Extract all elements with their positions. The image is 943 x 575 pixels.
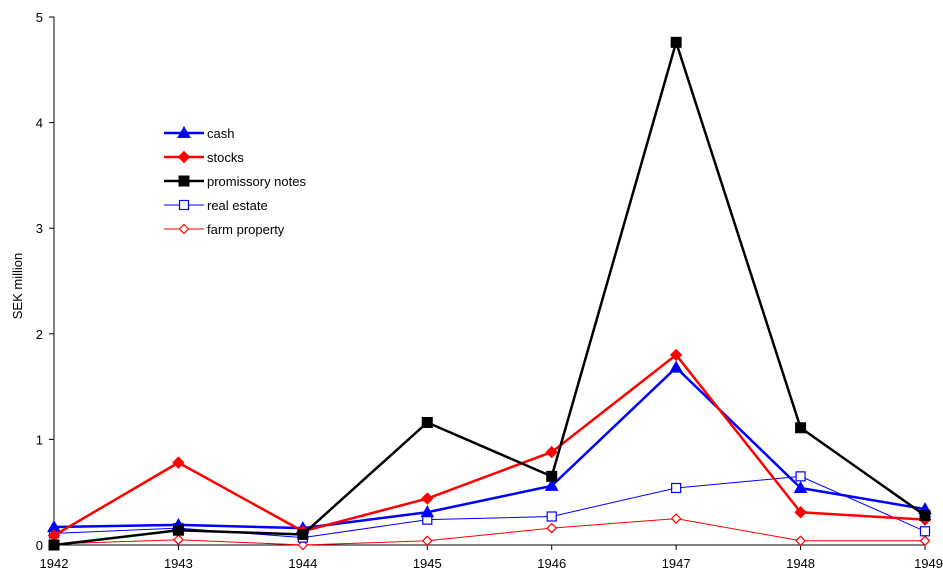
legend-item: real estate [164,198,268,213]
square-marker [546,511,557,522]
triangle-marker [544,478,559,491]
series-line [53,353,926,537]
series-cash [47,360,932,534]
x-tick-label: 1942 [40,556,69,571]
square-marker [178,199,190,211]
series-layer [47,36,932,551]
series-line [53,41,926,547]
diamond-marker [421,535,433,547]
legend-item: stocks [164,150,244,165]
x-tick-label: 1945 [413,556,442,571]
legend-label: promissory notes [207,174,306,189]
y-axis-title: SEK million [10,253,25,319]
triangle-marker [177,125,191,138]
x-tick-label: 1947 [662,556,691,571]
legend-item: farm property [164,222,285,237]
square-marker [795,422,807,434]
diamond-marker [177,150,191,164]
diamond-marker [919,535,931,547]
y-tick-label: 2 [36,327,43,342]
square-marker [178,175,190,187]
series-promissory-notes [48,36,931,551]
diamond-marker [297,539,309,551]
y-tick-label: 4 [36,116,43,131]
legend-label: real estate [207,198,268,213]
triangle-marker [669,360,684,373]
square-marker [670,36,682,48]
series-stocks [47,348,932,542]
x-tick-label: 1944 [288,556,317,571]
diamond-marker [795,535,806,547]
square-marker [671,482,682,494]
square-marker [795,471,806,482]
square-marker [172,524,184,536]
x-tick-label: 1943 [164,556,193,571]
legend-label: farm property [207,222,285,237]
triangle-marker [420,505,435,518]
x-tick-label: 1948 [786,556,815,571]
diamond-marker [670,513,682,524]
square-marker [546,470,558,482]
diamond-marker [172,456,185,469]
square-marker [297,528,309,540]
series-line [53,366,926,530]
triangle-marker [793,480,808,493]
diamond-marker [669,348,683,362]
diamond-marker [421,492,434,505]
legend: cash stocks promissory notes real estate far… [164,125,306,237]
square-marker [48,539,60,551]
diamond-marker [545,445,558,459]
square-marker [919,509,931,521]
series-line [53,518,925,546]
x-tick-label: 1946 [537,556,566,571]
legend-item: cash [164,125,234,141]
y-tick-label: 5 [36,10,43,25]
y-tick-label: 0 [36,538,43,553]
y-tick-label: 1 [36,432,43,447]
legend-label: stocks [207,150,244,165]
square-marker [919,526,931,537]
diamond-marker [546,522,558,534]
legend-item: promissory notes [164,174,306,189]
axes: 0 1 2 3 4 5 1942 1943 1944 1945 1946 1947 1948 1949 [36,10,943,571]
series-line [53,475,926,539]
diamond-marker [794,506,807,519]
x-tick-label: 1949 [914,556,943,571]
diamond-marker [173,534,184,546]
legend-label: cash [207,126,234,141]
y-tick-label: 3 [36,221,43,236]
diamond-marker [178,223,190,235]
square-marker [421,417,433,429]
